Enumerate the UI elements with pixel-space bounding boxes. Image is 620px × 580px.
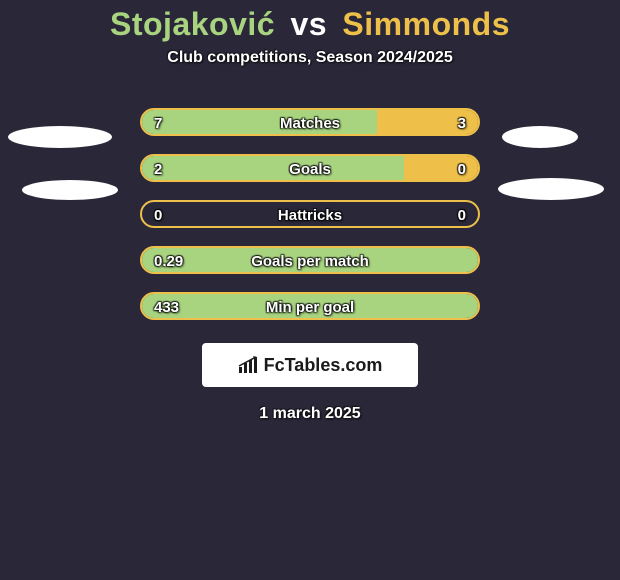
stat-bar: 73Matches (140, 108, 480, 136)
stat-label: Goals (142, 156, 478, 182)
badge-text: FcTables.com (264, 355, 383, 376)
stat-row: 0.29Goals per match (0, 237, 620, 283)
date-text: 1 march 2025 (0, 405, 620, 423)
page-title: Stojaković vs Simmonds (0, 6, 620, 43)
decorative-ellipse (498, 178, 604, 200)
decorative-ellipse (22, 180, 118, 200)
stat-label: Min per goal (142, 294, 478, 320)
stat-bar: 433Min per goal (140, 292, 480, 320)
bar-chart-icon (238, 356, 260, 374)
comparison-card: Stojaković vs Simmonds Club competitions… (0, 0, 620, 423)
stat-row: 433Min per goal (0, 283, 620, 329)
stat-bar: 0.29Goals per match (140, 246, 480, 274)
player1-name: Stojaković (110, 6, 275, 42)
source-badge[interactable]: FcTables.com (202, 343, 418, 387)
stat-label: Goals per match (142, 248, 478, 274)
decorative-ellipse (502, 126, 578, 148)
stat-label: Matches (142, 110, 478, 136)
subtitle: Club competitions, Season 2024/2025 (0, 49, 620, 67)
stat-bar: 00Hattricks (140, 200, 480, 228)
stat-bar: 20Goals (140, 154, 480, 182)
decorative-ellipse (8, 126, 112, 148)
stat-label: Hattricks (142, 202, 478, 228)
player2-name: Simmonds (342, 6, 510, 42)
vs-text: vs (290, 6, 327, 42)
